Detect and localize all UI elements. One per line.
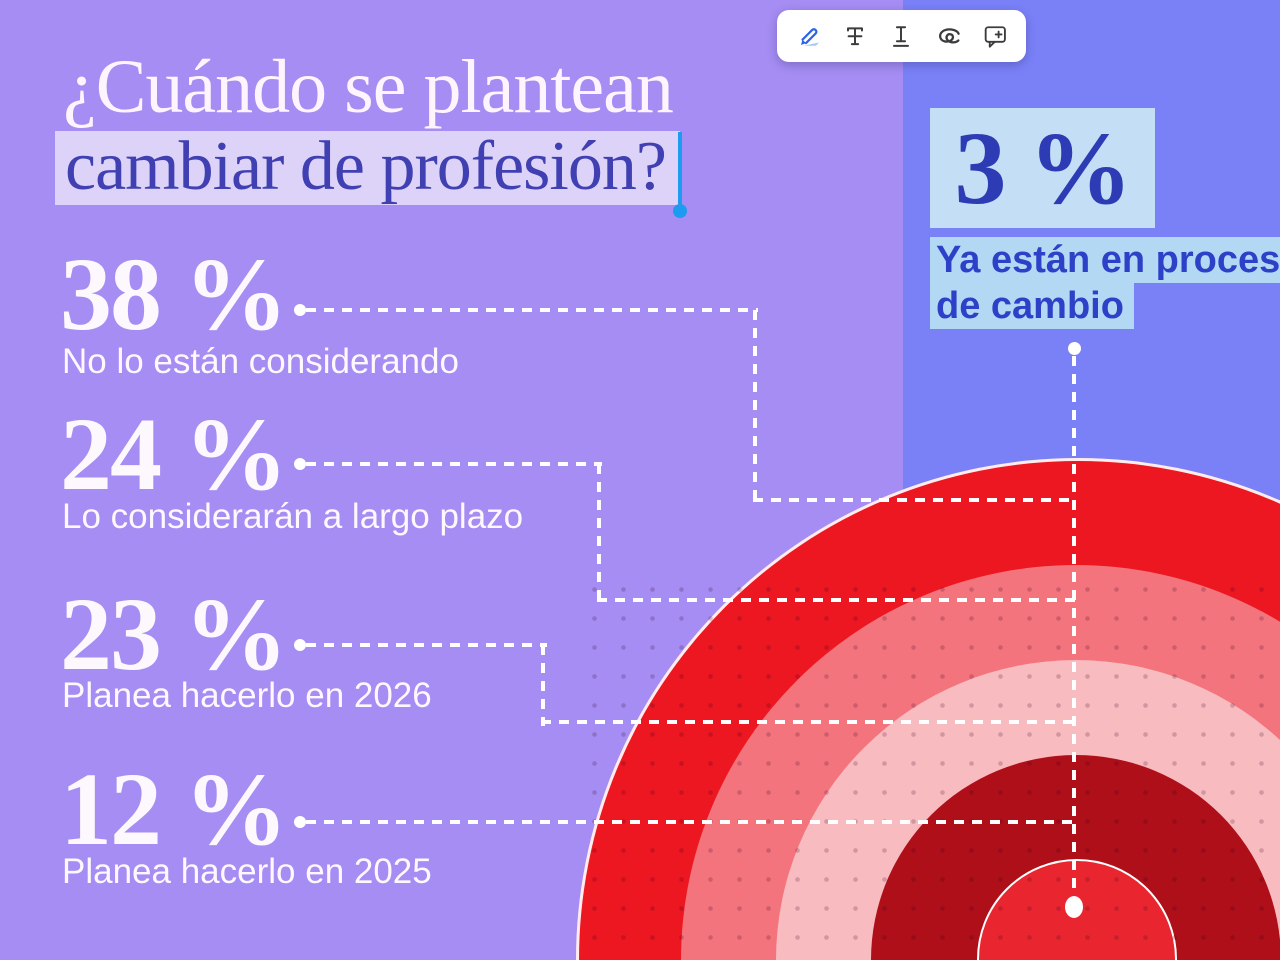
page-title-line2-text: cambiar de profesión? — [65, 128, 667, 205]
connector-start-dot-24 — [294, 458, 306, 470]
dashed-connector-23 — [541, 645, 545, 726]
target-center-dot — [1065, 896, 1083, 918]
draw-squiggle-icon — [939, 28, 960, 44]
connector-start-dot-3 — [1068, 342, 1081, 355]
stat-label-24: Lo considerarán a largo plazo — [62, 497, 524, 536]
highlighter-pen-icon — [801, 28, 820, 46]
dashed-connector-38 — [753, 498, 1076, 502]
page-title-line2-highlighted[interactable]: cambiar de profesión? — [55, 128, 687, 218]
connector-start-dot-23 — [294, 639, 306, 651]
dashed-connector-12 — [306, 820, 1076, 824]
connector-start-dot-38 — [294, 304, 306, 316]
dashed-connector-24 — [597, 598, 1076, 602]
strikethrough-text-icon — [846, 27, 863, 46]
dot-texture-overlay — [572, 565, 1280, 960]
stat-value-3-highlighted: 3 % — [930, 108, 1155, 228]
add-comment-icon — [984, 26, 1006, 48]
stat-label-38: No lo están considerando — [62, 342, 459, 381]
stat-value-12: 12 % — [60, 752, 288, 867]
dashed-connector-24 — [306, 462, 602, 466]
stat-value-23: 23 % — [60, 577, 288, 692]
text-cursor-handle[interactable] — [672, 204, 687, 218]
draw-tool-button[interactable] — [928, 16, 968, 56]
stat-label-23: Planea hacerlo en 2026 — [62, 676, 432, 715]
stat-label-3-line1: Ya están en proceso — [930, 237, 1280, 283]
stat-label-12: Planea hacerlo en 2025 — [62, 852, 432, 891]
stat-value-24: 24 % — [60, 397, 288, 512]
add-comment-tool-button[interactable] — [975, 16, 1015, 56]
dashed-connector-23 — [306, 643, 547, 647]
underline-tool-button[interactable] — [881, 16, 921, 56]
highlight-tool-button[interactable] — [788, 16, 828, 56]
stat-value-38: 38 % — [60, 237, 288, 352]
stat-label-3-line2: de cambio — [930, 283, 1134, 329]
annotation-toolbar — [777, 10, 1026, 62]
page-title-line1: ¿Cuándo se plantean — [63, 45, 674, 129]
strikethrough-tool-button[interactable] — [835, 16, 875, 56]
dashed-connector-24 — [597, 464, 601, 604]
dashed-connector-38 — [306, 308, 758, 312]
dashed-connector-3 — [1072, 356, 1076, 896]
text-cursor — [677, 132, 682, 204]
underline-text-icon — [893, 26, 910, 47]
dashed-connector-38 — [753, 310, 757, 504]
dashed-connector-23 — [541, 720, 1076, 724]
connector-start-dot-12 — [294, 816, 306, 828]
